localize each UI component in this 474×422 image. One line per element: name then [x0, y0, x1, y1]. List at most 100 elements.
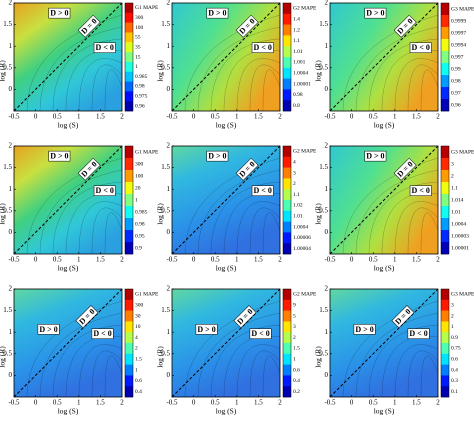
- colorbar-segment: [283, 375, 291, 387]
- colorbar-segment: [283, 289, 291, 301]
- contour-line: [78, 344, 122, 397]
- colorbar-title: G3 MAPE: [451, 149, 474, 155]
- y-tick-label: 2: [167, 285, 171, 293]
- x-tick-label: 0.5: [211, 256, 220, 264]
- colorbar-label: 1.1: [293, 192, 300, 198]
- y-axis-label: log (R): [0, 203, 7, 225]
- y-axis-label: log (R): [156, 203, 165, 225]
- region-label-box: [409, 185, 432, 196]
- x-axis-label: log (S): [374, 264, 395, 273]
- colorbar-label: 1.1: [451, 185, 458, 191]
- colorbar-segment: [125, 61, 133, 73]
- y-tick-label: 0.5: [161, 206, 170, 214]
- region-label-box: [364, 150, 387, 162]
- contour-line: [420, 69, 438, 111]
- colorbar-segment: [441, 75, 449, 88]
- colorbar-segment: [283, 167, 291, 179]
- contour-line: [104, 355, 122, 397]
- x-tick-label: 1.5: [254, 399, 263, 407]
- colorbar-label: 3: [451, 302, 454, 308]
- region-label-box: [249, 328, 272, 339]
- colorbar-label: 0.4: [451, 367, 458, 373]
- colorbar-segment: [125, 242, 133, 255]
- colorbar-label: 15: [135, 54, 141, 60]
- contour-line: [197, 169, 280, 254]
- contour-line: [394, 58, 438, 111]
- contour-line: [91, 207, 122, 254]
- x-tick-label: 2: [436, 256, 440, 264]
- y-tick-label: 1: [9, 328, 13, 336]
- y-tick-label: 1.5: [319, 163, 328, 171]
- x-tick-label: 0.5: [53, 113, 62, 121]
- contour-line: [78, 201, 122, 254]
- colorbar-label: 55: [135, 35, 141, 41]
- colorbar-segment: [283, 89, 291, 101]
- colorbar-segment: [441, 321, 449, 333]
- colorbar-segment: [441, 99, 449, 112]
- colorbar-label: 0.8: [293, 103, 300, 109]
- colorbar-segment: [125, 364, 133, 376]
- y-tick-label: 2: [167, 142, 171, 150]
- contour-line: [52, 38, 122, 111]
- colorbar-segment: [283, 78, 291, 90]
- region-label-box: [364, 7, 387, 19]
- y-tick-label: 2: [325, 142, 329, 150]
- x-tick-label: 1: [393, 256, 397, 264]
- y-tick-label: 1: [9, 42, 13, 50]
- colorbar-label: 1: [135, 367, 138, 373]
- x-tick-label: 0.5: [53, 256, 62, 264]
- colorbar-segment: [283, 67, 291, 79]
- y-tick-label: 0.5: [3, 206, 12, 214]
- y-tick-label: 0: [167, 371, 171, 379]
- x-axis-label: log (S): [216, 407, 237, 416]
- contour-line: [407, 350, 438, 397]
- region-label: D < 0: [254, 43, 272, 52]
- colorbar-frame: [124, 2, 134, 112]
- colorbar-label: 100: [135, 173, 144, 179]
- x-tick-label: 0: [34, 399, 38, 407]
- y-tick-label: 2: [9, 0, 13, 7]
- colorbar-label: 300: [135, 302, 144, 308]
- region-label-box: [37, 324, 60, 335]
- x-tick-label: -0.5: [8, 256, 20, 264]
- colorbar-segment: [125, 146, 133, 159]
- colorbar-segment: [125, 206, 133, 219]
- x-tick-label: 2: [278, 256, 282, 264]
- colorbar-label: 1.0004: [293, 224, 308, 230]
- plot-frame: [329, 145, 439, 255]
- x-tick-label: 0: [34, 256, 38, 264]
- colorbar-segment: [441, 27, 449, 40]
- colorbar-label: 0.9997: [451, 30, 466, 36]
- x-tick-label: 1.5: [412, 399, 421, 407]
- colorbar-frame: [440, 288, 450, 398]
- region-label-box: [235, 157, 259, 181]
- x-tick-label: -0.5: [166, 399, 178, 407]
- colorbar-label: 1.2: [293, 27, 300, 33]
- plot-frame: [13, 288, 123, 398]
- region-label-box: [195, 324, 218, 335]
- x-tick-label: 0.5: [211, 399, 220, 407]
- y-tick-label: 2: [167, 0, 171, 7]
- colorbar-segment: [125, 353, 133, 365]
- colorbar-label: 1.00004: [293, 246, 311, 252]
- y-tick-label: 1: [325, 328, 329, 336]
- contour-line: [197, 26, 280, 111]
- colorbar-label: 0.975: [135, 94, 148, 100]
- colorbar-label: 1.01: [293, 213, 303, 219]
- x-tick-label: 0: [350, 399, 354, 407]
- colorbar-segment: [125, 375, 133, 387]
- colorbar-segment: [125, 289, 133, 301]
- colorbar-segment: [283, 35, 291, 47]
- colorbar-segment: [125, 230, 133, 243]
- colorbar-label: 1.014: [451, 197, 464, 203]
- y-tick-label: 0: [325, 85, 329, 93]
- x-tick-label: 1.5: [412, 256, 421, 264]
- colorbar-segment: [441, 299, 449, 311]
- region-label: D > 0: [50, 152, 68, 161]
- contour-line: [39, 312, 122, 397]
- colorbar-segment: [441, 353, 449, 365]
- region-label-box: [77, 157, 101, 181]
- contour-line: [249, 350, 280, 397]
